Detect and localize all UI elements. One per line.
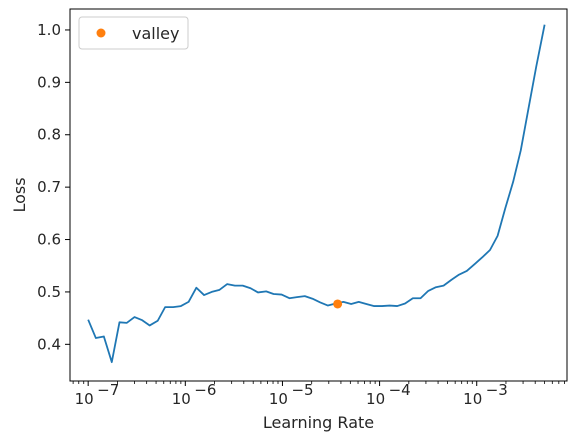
valley-marker [333, 299, 343, 309]
plot-area [87, 24, 546, 364]
x-tick-label: 10 [269, 390, 288, 408]
y-tick-label: 0.7 [37, 178, 61, 196]
y-tick-label: 1.0 [37, 21, 61, 39]
legend-box [78, 16, 189, 50]
x-tick-exponent: −6 [194, 381, 216, 399]
y-tick-label: 0.5 [37, 283, 61, 301]
x-tick-exponent: −5 [291, 381, 313, 399]
loss-curve [87, 24, 546, 364]
x-tick-exponent: −4 [389, 381, 411, 399]
legend-valley-label: valley [132, 24, 179, 43]
legend: valley [78, 16, 189, 50]
y-axis-label: Loss [10, 177, 29, 212]
x-tick-label: 10 [75, 390, 94, 408]
x-tick-exponent: −7 [97, 381, 119, 399]
y-tick-label: 0.6 [37, 231, 61, 249]
x-tick-exponent: −3 [486, 381, 508, 399]
legend-valley-swatch [96, 28, 106, 38]
y-axis-ticks: 0.4 0.5 0.6 0.7 0.8 0.9 1.0 [37, 21, 70, 353]
x-tick-label: 10 [172, 390, 191, 408]
axes-frame [69, 8, 568, 382]
x-axis-ticks: 10 −7 10 −6 10 −5 10 −4 10 −3 [72, 381, 565, 408]
y-tick-label: 0.9 [37, 73, 61, 91]
y-tick-label: 0.8 [37, 126, 61, 144]
x-tick-label: 10 [366, 390, 385, 408]
y-tick-label: 0.4 [37, 335, 61, 353]
x-axis-label: Learning Rate [263, 413, 374, 432]
x-tick-label: 10 [463, 390, 482, 408]
